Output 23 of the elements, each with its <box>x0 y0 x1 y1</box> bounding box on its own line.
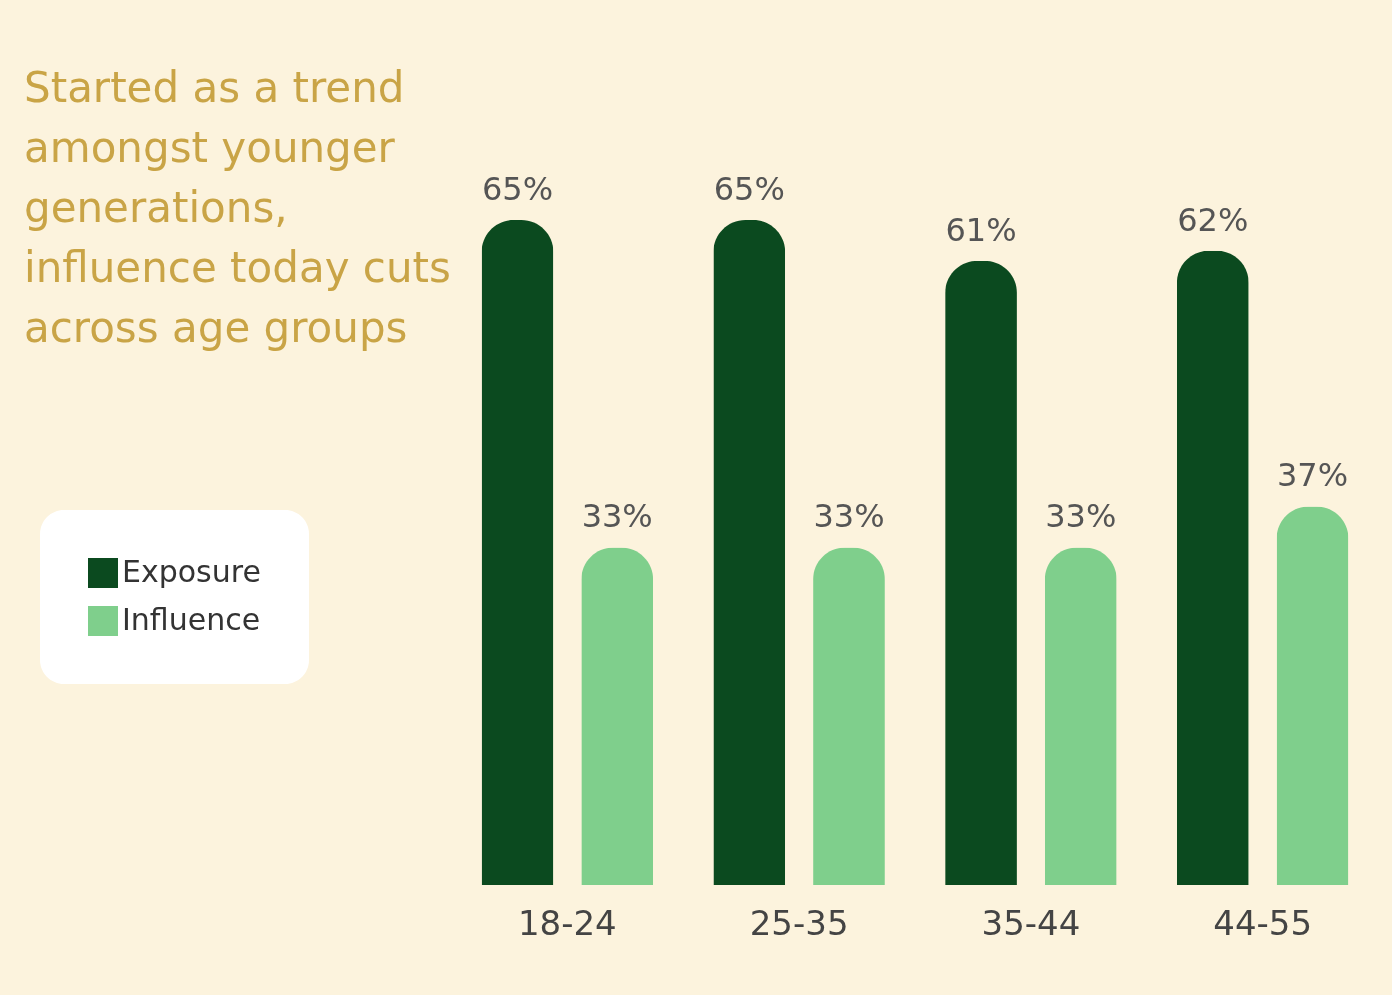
bar <box>1044 547 1117 885</box>
legend-label: Exposure <box>122 554 261 589</box>
data-label: 65% <box>713 170 785 208</box>
data-label: 33% <box>813 497 885 536</box>
data-label: 62% <box>1177 200 1249 239</box>
bar <box>481 220 554 885</box>
data-label: 37% <box>1276 456 1349 495</box>
data-label: 65% <box>481 170 554 208</box>
bar <box>945 260 1017 885</box>
x-tick-label: 25-35 <box>749 902 849 943</box>
bar <box>713 220 786 885</box>
legend-label: Influence <box>122 602 261 637</box>
bar <box>581 547 654 885</box>
chart-title: Started as a trend amongst younger generations, influence today cuts across age groups <box>24 62 452 354</box>
data-label: 33% <box>581 497 653 536</box>
data-label: 33% <box>1045 497 1117 536</box>
data-label: 61% <box>945 210 1017 249</box>
x-tick-label: 18-24 <box>517 902 617 943</box>
x-tick-label: 35-44 <box>981 902 1081 943</box>
bar <box>813 547 885 885</box>
bar <box>1276 506 1349 885</box>
bar <box>1176 250 1249 885</box>
x-tick-label: 44-55 <box>1213 902 1313 943</box>
